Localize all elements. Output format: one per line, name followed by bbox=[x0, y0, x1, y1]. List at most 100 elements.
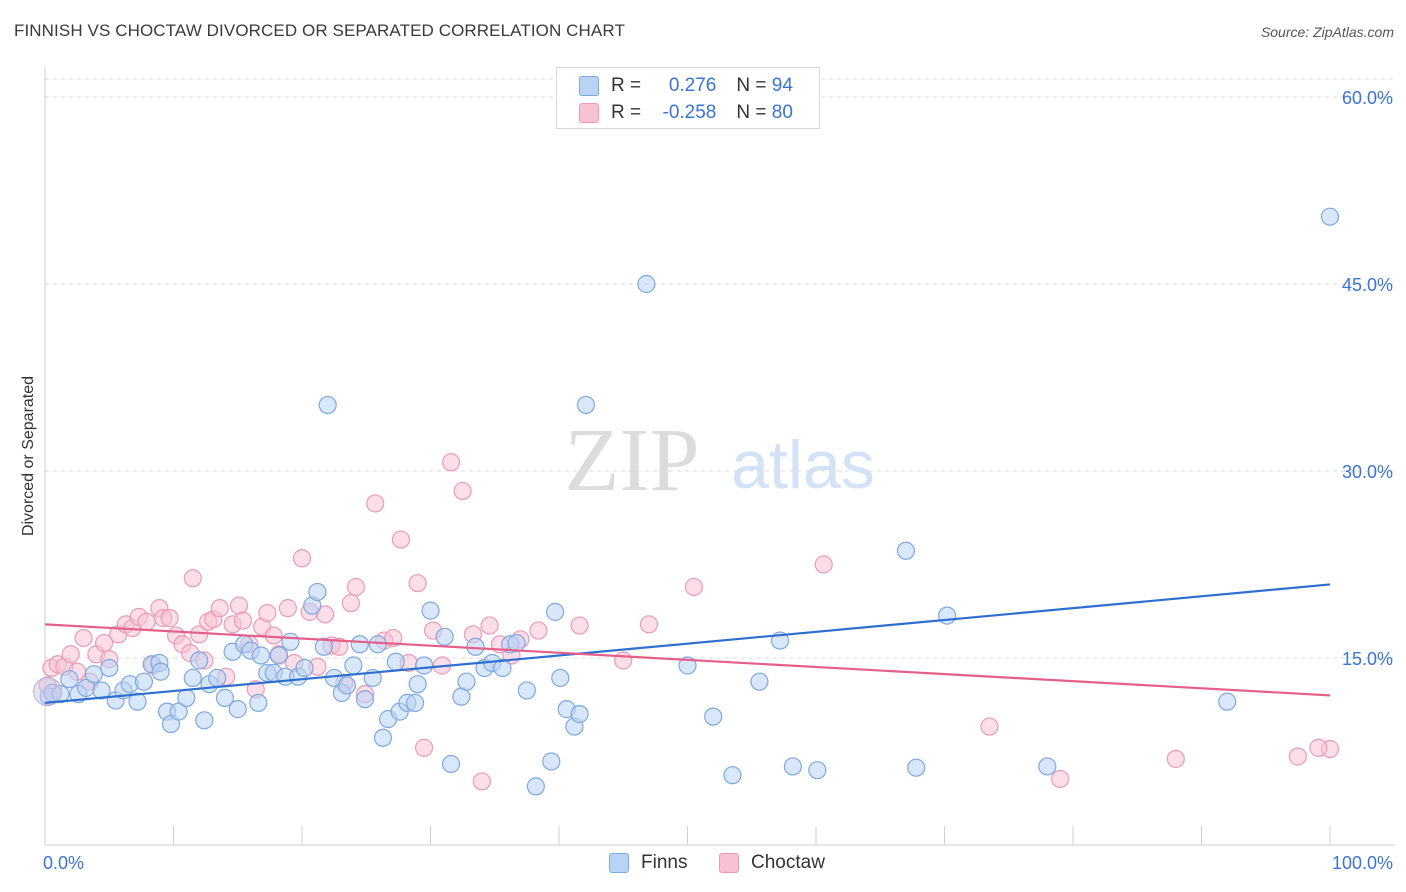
choctaw-point bbox=[614, 651, 633, 670]
finns-point bbox=[808, 761, 827, 780]
finns-point bbox=[750, 672, 769, 691]
trend-lines bbox=[44, 583, 1331, 704]
finns-point bbox=[228, 700, 247, 719]
finns-point bbox=[408, 675, 427, 694]
finns-point bbox=[457, 672, 476, 691]
finns-point bbox=[373, 728, 393, 747]
choctaw-point bbox=[1051, 769, 1070, 789]
finns-point bbox=[678, 656, 697, 675]
bottom-legend-label-choctaw: Choctaw bbox=[751, 852, 825, 873]
bottom-legend-swatch-finns bbox=[609, 853, 629, 873]
finns-point bbox=[195, 711, 214, 730]
choctaw-point bbox=[480, 616, 499, 635]
finns-point bbox=[507, 633, 526, 653]
finns-point bbox=[308, 582, 327, 602]
choctaw-point bbox=[414, 738, 434, 757]
choctaw-point bbox=[229, 596, 249, 615]
bottom-legend-label-finns: Finns bbox=[641, 852, 688, 873]
finns-point bbox=[551, 668, 570, 688]
choctaw-point bbox=[278, 599, 297, 618]
choctaw-point bbox=[453, 481, 472, 501]
choctaw-point bbox=[183, 569, 202, 588]
legend-r-value-choctaw: -0.258 bbox=[662, 102, 717, 123]
finns-point bbox=[546, 602, 565, 621]
x-tick-labels: 0.0% 100.0% bbox=[43, 853, 1393, 873]
finns-point bbox=[249, 693, 268, 712]
finns-point bbox=[576, 395, 596, 415]
choctaw-point bbox=[408, 574, 427, 593]
grid-lines bbox=[45, 78, 1395, 659]
finns-point bbox=[169, 702, 188, 721]
legend-r-value-finns: 0.276 bbox=[668, 75, 717, 96]
choctaw-point bbox=[814, 555, 833, 574]
finns-point bbox=[421, 601, 440, 620]
finns-point bbox=[441, 754, 461, 774]
finns-point bbox=[937, 606, 957, 625]
x-tick-label-min: 0.0% bbox=[43, 853, 84, 873]
legend-n-label: N = bbox=[736, 75, 772, 96]
finns-point bbox=[344, 656, 363, 675]
choctaw-point bbox=[684, 577, 704, 597]
finns-point bbox=[637, 274, 656, 294]
finns-point bbox=[208, 668, 227, 688]
finns-point bbox=[92, 681, 111, 700]
watermark-atlas: atlas bbox=[731, 427, 875, 503]
choctaw-point bbox=[639, 615, 659, 634]
finns-point bbox=[570, 704, 589, 724]
legend-swatch-finns bbox=[579, 76, 599, 96]
finns-point bbox=[151, 662, 170, 681]
choctaw-point bbox=[472, 772, 491, 791]
finns-point bbox=[337, 676, 357, 695]
finns-point bbox=[84, 665, 103, 684]
legend-r-label: R = bbox=[611, 75, 647, 96]
bottom-legend-finns: Finns bbox=[609, 852, 687, 874]
choctaw-point bbox=[316, 605, 335, 624]
choctaw-point bbox=[233, 611, 252, 630]
y-axis-label: Divorced or Separated bbox=[20, 376, 37, 536]
choctaw-point bbox=[95, 633, 114, 653]
finns-point bbox=[295, 658, 314, 678]
legend-n-value-choctaw: 80 bbox=[771, 102, 793, 123]
finns-point bbox=[896, 541, 916, 560]
chart-title: FINNISH VS CHOCTAW DIVORCED OR SEPARATED… bbox=[14, 21, 625, 40]
finns-point bbox=[493, 658, 512, 678]
finns-point bbox=[281, 632, 300, 651]
bottom-legend-choctaw: Choctaw bbox=[719, 852, 825, 874]
watermark: ZIP atlas bbox=[565, 411, 875, 510]
choctaw-point bbox=[160, 609, 179, 628]
choctaw-point bbox=[61, 645, 80, 664]
choctaw-point bbox=[441, 453, 461, 472]
finns-point bbox=[783, 757, 802, 776]
choctaw-point bbox=[1309, 738, 1328, 757]
finns-point bbox=[1320, 207, 1340, 226]
choctaw-point bbox=[1166, 749, 1185, 769]
y-tick-label: 30.0% bbox=[1342, 462, 1393, 482]
finns-point bbox=[215, 688, 234, 707]
legend-n-label: N = bbox=[736, 102, 772, 123]
finns-point bbox=[542, 752, 561, 771]
finns-point bbox=[907, 758, 926, 777]
choctaw-point bbox=[366, 494, 385, 513]
finns-point bbox=[526, 777, 545, 796]
finns-point bbox=[251, 646, 270, 665]
finns-point bbox=[190, 651, 209, 670]
finns-point bbox=[1218, 692, 1237, 711]
finns-point bbox=[723, 766, 742, 785]
source-label: Source: ZipAtlas.com bbox=[1260, 24, 1394, 40]
finns-point bbox=[100, 658, 119, 678]
choctaw-point bbox=[391, 530, 411, 549]
legend-row-choctaw: R = -0.258 N = 80 bbox=[579, 102, 793, 126]
y-tick-label: 60.0% bbox=[1342, 88, 1393, 108]
trend-line-choctaw bbox=[44, 623, 1331, 697]
bottom-legend-swatch-choctaw bbox=[719, 853, 739, 873]
finns-point bbox=[314, 637, 333, 656]
finns-point bbox=[368, 635, 387, 654]
legend-swatch-choctaw bbox=[579, 103, 599, 123]
legend-r-label: R = bbox=[611, 102, 647, 123]
choctaw-point bbox=[74, 628, 93, 648]
y-tick-label: 45.0% bbox=[1342, 275, 1393, 295]
y-tick-label: 15.0% bbox=[1342, 649, 1393, 669]
finns-point bbox=[414, 656, 434, 675]
finns-point bbox=[177, 688, 196, 707]
